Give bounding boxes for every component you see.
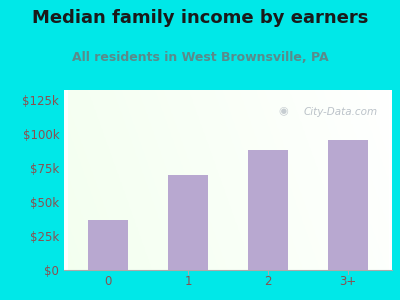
Text: ◉: ◉ <box>279 106 289 117</box>
Text: All residents in West Brownsville, PA: All residents in West Brownsville, PA <box>72 51 328 64</box>
Text: Median family income by earners: Median family income by earners <box>32 9 368 27</box>
Text: City-Data.com: City-Data.com <box>304 106 378 117</box>
Bar <box>248 150 288 270</box>
Bar <box>168 175 208 270</box>
Bar <box>88 220 128 270</box>
Bar <box>328 140 368 270</box>
